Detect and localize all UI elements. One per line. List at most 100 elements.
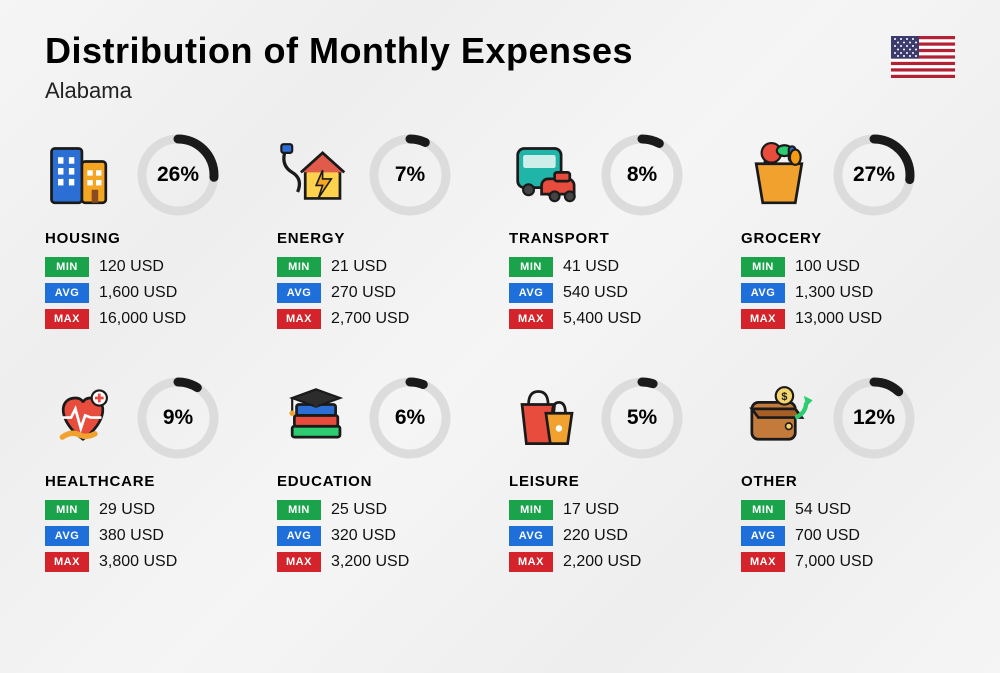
stat-row-max: MAX 2,700 USD [277,309,491,329]
max-value: 3,800 USD [99,553,177,571]
max-tag: MAX [741,552,785,572]
category-name: TRANSPORT [509,230,723,247]
other-icon: $ [741,386,817,450]
min-value: 41 USD [563,258,619,276]
stat-row-avg: AVG 220 USD [509,526,723,546]
max-value: 2,200 USD [563,553,641,571]
leisure-icon [509,386,585,450]
percent-donut: 5% [599,375,685,461]
stat-row-max: MAX 3,800 USD [45,552,259,572]
avg-value: 1,300 USD [795,284,873,302]
max-tag: MAX [45,309,89,329]
max-tag: MAX [509,309,553,329]
healthcare-icon [45,386,121,450]
max-value: 5,400 USD [563,310,641,328]
avg-tag: AVG [741,526,785,546]
stat-row-avg: AVG 270 USD [277,283,491,303]
buildings-icon [45,143,121,207]
energy-icon [277,143,353,207]
avg-value: 700 USD [795,527,860,545]
percent-label: 7% [367,132,453,218]
avg-tag: AVG [277,526,321,546]
stat-row-avg: AVG 540 USD [509,283,723,303]
percent-donut: 9% [135,375,221,461]
stat-row-max: MAX 13,000 USD [741,309,955,329]
avg-tag: AVG [509,283,553,303]
min-value: 17 USD [563,501,619,519]
stat-row-max: MAX 2,200 USD [509,552,723,572]
stat-row-min: MIN 21 USD [277,257,491,277]
percent-donut: 6% [367,375,453,461]
percent-label: 6% [367,375,453,461]
stat-row-max: MAX 7,000 USD [741,552,955,572]
category-name: EDUCATION [277,473,491,490]
stat-row-max: MAX 16,000 USD [45,309,259,329]
category-name: HOUSING [45,230,259,247]
max-value: 7,000 USD [795,553,873,571]
stat-row-min: MIN 17 USD [509,500,723,520]
percent-label: 9% [135,375,221,461]
avg-value: 540 USD [563,284,628,302]
max-value: 16,000 USD [99,310,186,328]
min-value: 21 USD [331,258,387,276]
percent-donut: 8% [599,132,685,218]
max-tag: MAX [509,552,553,572]
percent-donut: 27% [831,132,917,218]
percent-donut: 7% [367,132,453,218]
category-name: HEALTHCARE [45,473,259,490]
min-tag: MIN [509,257,553,277]
stat-row-avg: AVG 380 USD [45,526,259,546]
expense-card: 26% HOUSING MIN 120 USD AVG 1,600 USD MA… [45,132,259,335]
avg-tag: AVG [45,283,89,303]
max-value: 3,200 USD [331,553,409,571]
stat-row-avg: AVG 1,300 USD [741,283,955,303]
max-tag: MAX [277,552,321,572]
max-value: 13,000 USD [795,310,882,328]
max-tag: MAX [277,309,321,329]
cards-grid: 26% HOUSING MIN 120 USD AVG 1,600 USD MA… [45,132,955,578]
expense-card: 6% EDUCATION MIN 25 USD AVG 320 USD MAX … [277,375,491,578]
stat-row-avg: AVG 1,600 USD [45,283,259,303]
stat-row-min: MIN 100 USD [741,257,955,277]
min-tag: MIN [509,500,553,520]
min-tag: MIN [277,257,321,277]
percent-label: 12% [831,375,917,461]
expense-card: 8% TRANSPORT MIN 41 USD AVG 540 USD MAX … [509,132,723,335]
avg-tag: AVG [277,283,321,303]
svg-text:$: $ [781,392,787,404]
min-value: 120 USD [99,258,164,276]
page-title: Distribution of Monthly Expenses [45,30,633,72]
usa-flag-icon [891,36,955,78]
stat-row-avg: AVG 320 USD [277,526,491,546]
header: Distribution of Monthly Expenses Alabama [45,30,955,104]
grocery-icon [741,143,817,207]
transport-icon [509,143,585,207]
percent-donut: 26% [135,132,221,218]
percent-label: 27% [831,132,917,218]
max-tag: MAX [741,309,785,329]
category-name: GROCERY [741,230,955,247]
stat-row-avg: AVG 700 USD [741,526,955,546]
percent-donut: 12% [831,375,917,461]
expense-card: 9% HEALTHCARE MIN 29 USD AVG 380 USD MAX… [45,375,259,578]
stat-row-min: MIN 29 USD [45,500,259,520]
stat-row-min: MIN 54 USD [741,500,955,520]
avg-value: 270 USD [331,284,396,302]
min-value: 25 USD [331,501,387,519]
stat-row-max: MAX 3,200 USD [277,552,491,572]
category-name: LEISURE [509,473,723,490]
min-tag: MIN [741,257,785,277]
page-subtitle: Alabama [45,78,633,104]
stat-row-min: MIN 25 USD [277,500,491,520]
stat-row-max: MAX 5,400 USD [509,309,723,329]
avg-value: 1,600 USD [99,284,177,302]
expense-card: $ 12% OTHER MIN 54 USD AVG 700 USD MAX 7… [741,375,955,578]
percent-label: 8% [599,132,685,218]
stat-row-min: MIN 41 USD [509,257,723,277]
min-value: 29 USD [99,501,155,519]
min-value: 100 USD [795,258,860,276]
percent-label: 26% [135,132,221,218]
percent-label: 5% [599,375,685,461]
min-tag: MIN [45,257,89,277]
min-value: 54 USD [795,501,851,519]
